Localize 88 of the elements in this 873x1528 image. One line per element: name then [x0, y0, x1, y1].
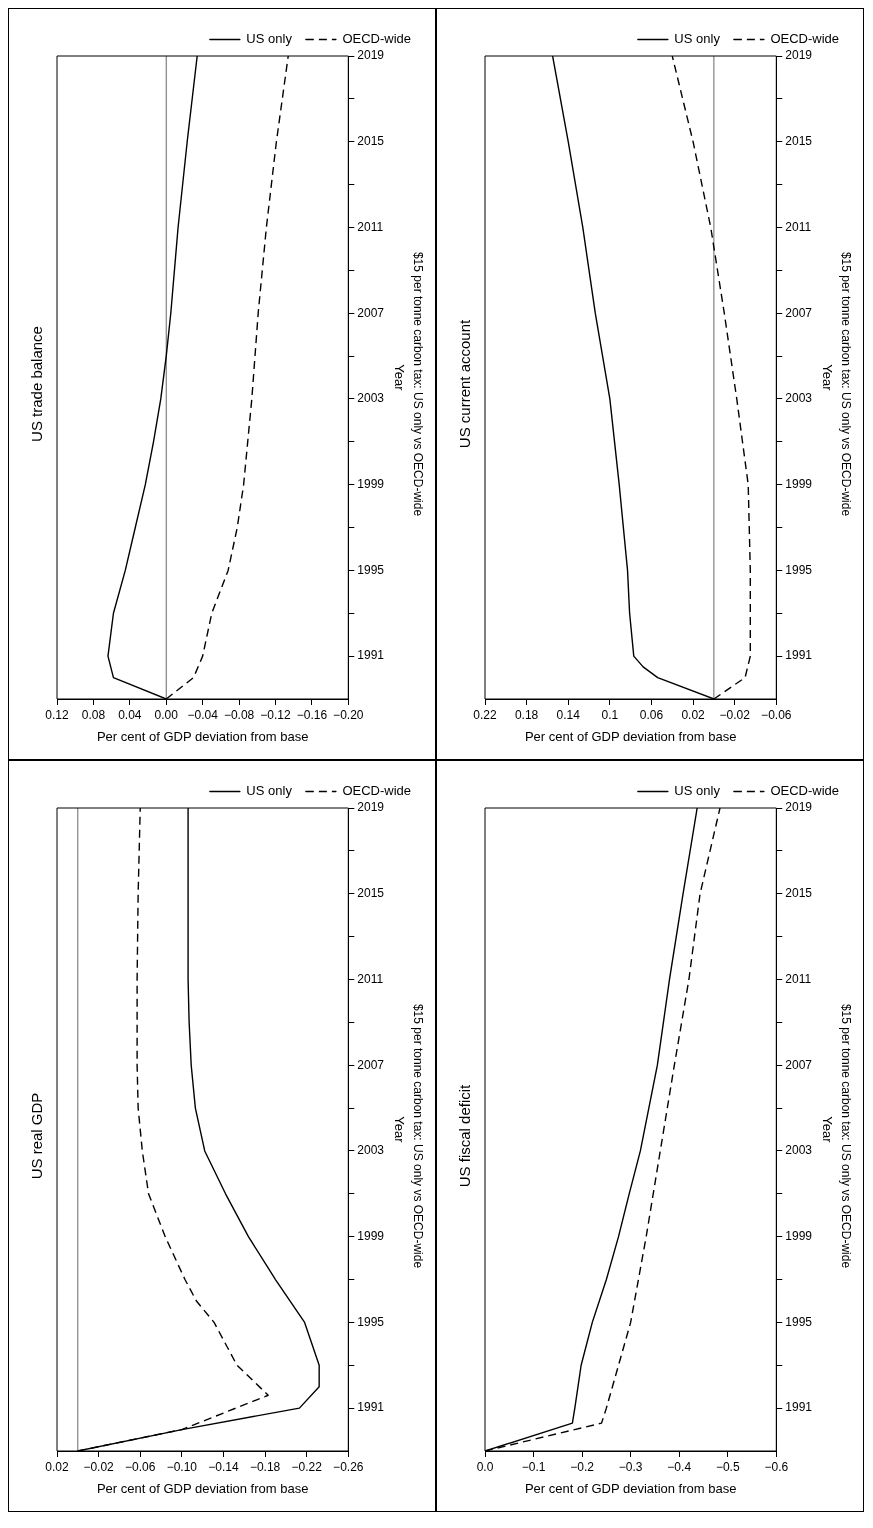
y-tick-label: 2003: [357, 1143, 385, 1158]
y-tick-label: 2015: [785, 886, 813, 901]
x-tick-label: 0.06: [639, 707, 664, 722]
y-tick-label: 1991: [357, 648, 385, 663]
x-axis-title: Per cent of GDP deviation from base: [524, 1480, 737, 1496]
legend-label: US only: [246, 31, 293, 47]
y-tick-label: 2007: [785, 1057, 813, 1072]
x-tick-label: −0.02: [83, 1459, 115, 1474]
x-tick-label: −0.2: [570, 1459, 595, 1474]
x-tick-label: −0.3: [618, 1459, 643, 1474]
y-tick-label: 1991: [357, 1400, 385, 1415]
x-axis-title: Per cent of GDP deviation from base: [96, 1480, 309, 1496]
legend-label: US only: [246, 783, 293, 799]
x-tick-label: −0.1: [521, 1459, 546, 1474]
text: US real GDP: [28, 1092, 46, 1180]
y-tick-label: 2007: [357, 1057, 385, 1072]
y-tick-label: 2011: [357, 219, 384, 234]
legend-label: OECD-wide: [342, 783, 411, 799]
x-tick-label: 0.00: [154, 707, 179, 722]
x-tick-label: −0.12: [260, 707, 291, 722]
text: $15 per tonne carbon tax: US only vs OECD-wide: [411, 1003, 426, 1269]
x-tick-label: 0.02: [45, 1459, 69, 1474]
legend-label: US only: [674, 783, 721, 799]
x-axis-title: Per cent of GDP deviation from base: [96, 728, 309, 744]
x-tick-label: −0.6: [764, 1459, 789, 1474]
y-tick-label: 1991: [785, 648, 813, 663]
x-tick-label: −0.16: [296, 707, 328, 722]
y-tick-label: 1995: [357, 562, 385, 577]
x-tick-label: 0.0: [476, 1459, 494, 1474]
x-tick-label: −0.4: [667, 1459, 692, 1474]
y-tick-label: 2015: [357, 134, 385, 149]
text: US fiscal deficit: [456, 1083, 474, 1188]
text: US current account: [456, 318, 474, 449]
y-tick-label: 2007: [357, 305, 385, 320]
x-tick-label: −0.5: [715, 1459, 740, 1474]
y-tick-label: 2003: [785, 1143, 813, 1158]
x-tick-label: 0.22: [473, 707, 497, 722]
y-tick-label: 2011: [785, 971, 812, 986]
y-tick-label: 2019: [785, 48, 813, 63]
y-tick-label: 1999: [785, 476, 813, 491]
legend-label: OECD-wide: [770, 31, 839, 47]
x-tick-label: 0.18: [514, 707, 539, 722]
y-tick-label: 2011: [785, 219, 812, 234]
text: $15 per tonne carbon tax: US only vs OECD-wide: [839, 1003, 854, 1269]
y-tick-label: 1999: [785, 1228, 813, 1243]
x-tick-label: −0.14: [208, 1459, 239, 1474]
x-axis-title: Per cent of GDP deviation from base: [524, 728, 737, 744]
x-tick-label: −0.06: [761, 707, 792, 722]
x-tick-label: −0.08: [223, 707, 255, 722]
y-axis-title: Year: [392, 1116, 408, 1144]
x-tick-label: 0.04: [118, 707, 142, 722]
x-tick-label: −0.10: [166, 1459, 198, 1474]
y-tick-label: 2015: [357, 886, 385, 901]
text: $15 per tonne carbon tax: US only vs OECD-wide: [839, 251, 854, 517]
legend-label: OECD-wide: [342, 31, 411, 47]
y-axis-title: Year: [820, 1116, 836, 1144]
x-tick-label: 0.14: [556, 707, 581, 722]
legend-label: US only: [674, 31, 721, 47]
y-tick-label: 2019: [785, 800, 813, 815]
y-tick-label: 1999: [357, 1228, 385, 1243]
y-tick-label: 1999: [357, 476, 385, 491]
y-tick-label: 2019: [357, 48, 385, 63]
x-tick-label: −0.18: [249, 1459, 281, 1474]
x-tick-label: −0.26: [333, 1459, 364, 1474]
y-tick-label: 2003: [357, 391, 385, 406]
x-tick-label: −0.02: [719, 707, 751, 722]
x-tick-label: 0.08: [81, 707, 106, 722]
x-tick-label: 0.1: [601, 707, 619, 722]
x-tick-label: −0.06: [125, 1459, 156, 1474]
y-tick-label: 2011: [357, 971, 384, 986]
x-tick-label: −0.04: [187, 707, 219, 722]
legend-label: OECD-wide: [770, 783, 839, 799]
y-tick-label: 1991: [785, 1400, 813, 1415]
y-tick-label: 2007: [785, 305, 813, 320]
x-tick-label: 0.12: [45, 707, 69, 722]
y-tick-label: 2015: [785, 134, 813, 149]
x-tick-label: −0.22: [291, 1459, 323, 1474]
y-tick-label: 1995: [785, 1314, 813, 1329]
x-tick-label: 0.02: [681, 707, 706, 722]
y-tick-label: 2003: [785, 391, 813, 406]
x-tick-label: −0.20: [333, 707, 364, 722]
text: $15 per tonne carbon tax: US only vs OECD-wide: [411, 251, 426, 517]
text: US trade balance: [28, 326, 46, 442]
y-axis-title: Year: [820, 364, 836, 392]
y-tick-label: 1995: [357, 1314, 385, 1329]
y-axis-title: Year: [392, 364, 408, 392]
y-tick-label: 2019: [357, 800, 385, 815]
y-tick-label: 1995: [785, 562, 813, 577]
